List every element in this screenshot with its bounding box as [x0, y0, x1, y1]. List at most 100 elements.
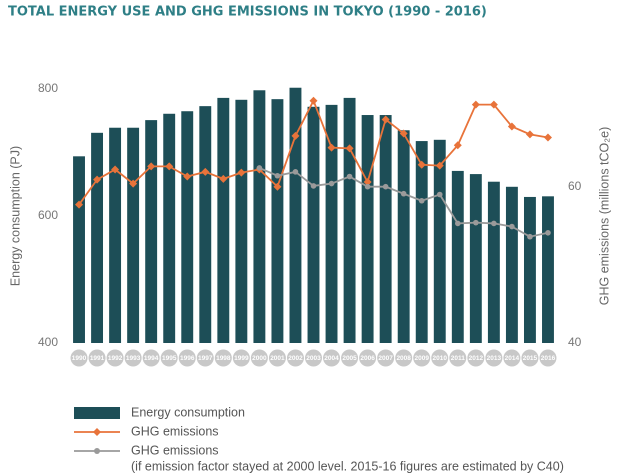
y-tick-label: 600 [38, 208, 58, 222]
marker [509, 223, 515, 230]
y2-axis-label: GHG emissions (millions tCO₂e) [597, 127, 611, 306]
marker [473, 219, 479, 226]
year-badge [250, 349, 268, 367]
x-tick-label: 2006 [360, 355, 375, 362]
y-tick-label: 400 [38, 335, 58, 349]
bar [415, 141, 428, 343]
x-tick-label: 2004 [324, 355, 339, 362]
x-tick-label: 2012 [469, 355, 484, 362]
year-badge [178, 349, 196, 367]
year-badge [88, 349, 106, 367]
legend-swatch [74, 407, 120, 419]
marker [435, 161, 444, 170]
x-tick-label: 2016 [541, 355, 556, 362]
x-tick-label: 1998 [216, 355, 231, 362]
marker [417, 160, 426, 169]
x-tick-label: 2001 [270, 355, 285, 362]
y-axis-label: Energy consumption (PJ) [8, 146, 22, 286]
marker [292, 169, 299, 175]
bar [145, 120, 158, 344]
marker [545, 230, 551, 236]
x-tick-label: 2009 [414, 355, 429, 362]
marker [219, 174, 228, 183]
bar [199, 106, 212, 344]
x-tick-label: 2015 [523, 355, 538, 362]
legend-marker [93, 428, 101, 436]
marker [382, 183, 389, 190]
legend-note: (if emission factor stayed at 2000 level… [131, 459, 564, 473]
year-badge [395, 349, 413, 367]
bar [505, 186, 518, 343]
bar [73, 156, 85, 343]
bar [217, 97, 230, 343]
marker [310, 183, 317, 189]
x-tick-label: 2003 [306, 355, 321, 362]
marker [507, 122, 516, 131]
marker [165, 162, 174, 171]
marker [274, 172, 281, 179]
marker [237, 168, 246, 177]
x-tick-label: 2010 [433, 355, 448, 362]
marker [489, 100, 498, 109]
marker [327, 143, 336, 152]
bar [109, 127, 122, 343]
marker [111, 165, 120, 174]
y2-tick-label: 60 [568, 179, 582, 193]
year-badge [359, 349, 377, 367]
year-badge [521, 349, 539, 367]
legend-label: Energy consumption [131, 405, 245, 419]
marker [93, 175, 102, 184]
year-badge [467, 349, 485, 367]
marker [436, 191, 443, 198]
x-tick-label: 2013 [487, 355, 502, 362]
year-badge [305, 349, 322, 367]
year-badge [539, 349, 557, 367]
x-tick-label: 1991 [90, 355, 105, 362]
marker [418, 197, 425, 204]
bar [523, 196, 536, 343]
marker [129, 179, 138, 188]
year-badge [124, 349, 142, 367]
bar [433, 139, 446, 343]
bar [91, 132, 104, 343]
x-tick-label: 1999 [234, 355, 249, 362]
year-badge [449, 349, 467, 367]
marker [543, 133, 552, 142]
bar [487, 181, 500, 343]
bar [361, 115, 374, 343]
marker [147, 162, 156, 171]
year-badge [431, 349, 449, 367]
x-tick-label: 1994 [144, 355, 159, 362]
x-tick-label: 1996 [180, 355, 195, 362]
x-tick-label: 2002 [288, 355, 303, 362]
y-tick-label: 800 [38, 81, 58, 95]
marker [400, 190, 407, 197]
year-badge [485, 349, 503, 367]
marker [273, 182, 282, 191]
marker [491, 220, 497, 227]
x-tick-label: 2007 [378, 355, 393, 362]
marker [291, 131, 300, 140]
bar [163, 113, 176, 343]
x-tick-label: 2011 [451, 355, 465, 362]
year-badge [341, 349, 359, 367]
marker [328, 180, 335, 187]
marker [75, 200, 84, 209]
legend-label: GHG emissions [131, 443, 219, 457]
marker [363, 178, 372, 187]
year-badge [323, 349, 341, 367]
x-tick-label: 1992 [108, 355, 123, 362]
x-tick-label: 2008 [396, 355, 411, 362]
x-tick-label: 1990 [72, 355, 87, 362]
marker [453, 141, 462, 150]
bar [289, 87, 302, 343]
x-tick-label: 2000 [252, 355, 267, 362]
bar [379, 115, 392, 343]
y2-tick-label: 40 [568, 335, 582, 349]
marker [454, 220, 461, 227]
year-badge [70, 349, 88, 367]
marker [527, 233, 533, 240]
year-badge [413, 349, 431, 367]
year-badge [268, 349, 286, 367]
marker [345, 144, 354, 153]
